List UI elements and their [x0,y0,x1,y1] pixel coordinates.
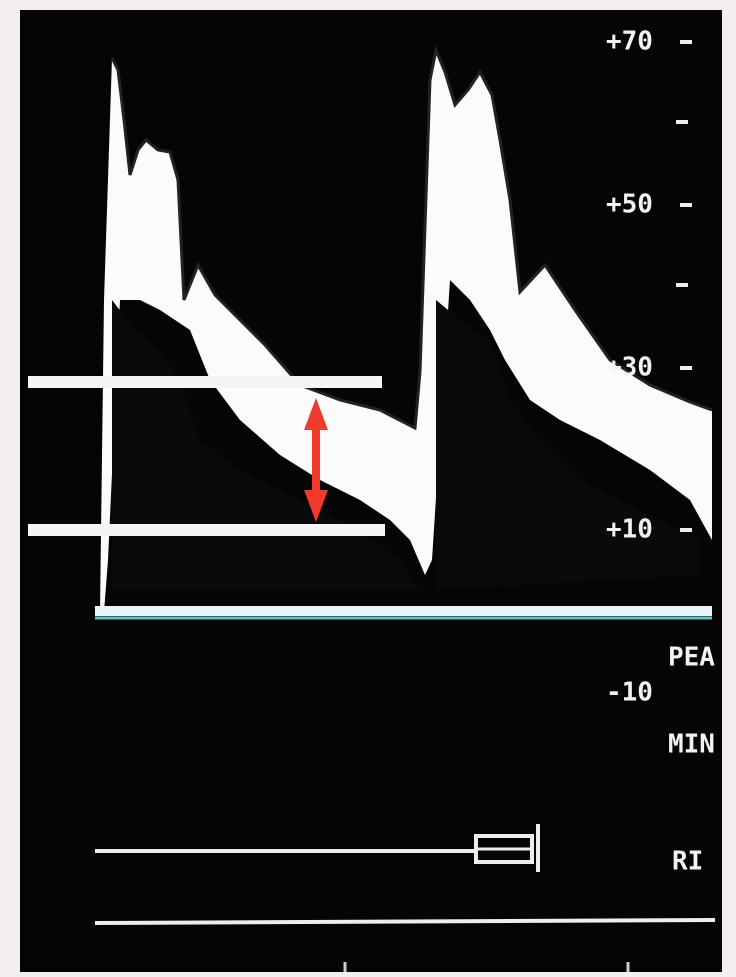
baseline [95,606,712,616]
side-label: MIN [668,730,715,760]
scale-label: +10 [606,515,653,545]
scale-label: +70 [606,27,653,57]
min-line [28,524,385,536]
side-label: RI [672,847,703,877]
page: +70 +50 +30 +10 -10 PEA MIN RI (() => { … [0,0,736,977]
side-label: PEA [668,643,715,673]
doppler-screen: +70 +50 +30 +10 -10 PEA MIN RI [0,0,736,977]
scale-label: -10 [606,678,653,708]
scale-label: +30 [606,353,653,383]
scale-label: +50 [606,190,653,220]
peak-line [28,376,382,388]
